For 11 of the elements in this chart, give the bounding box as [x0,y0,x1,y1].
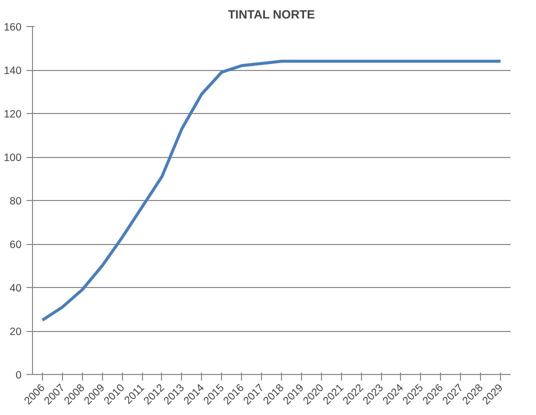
y-tick-label: 60 [10,239,22,251]
y-tick-label: 80 [10,196,22,208]
line-series [40,60,502,322]
y-tick-label: 0 [16,370,22,382]
y-tick-label: 100 [4,152,22,164]
y-tick-label: 140 [4,65,22,77]
y-tick-label: 20 [10,326,22,338]
chart-title: TINTAL NORTE [228,8,315,22]
y-tick-label: 160 [4,22,22,34]
y-tick-label: 120 [4,108,22,120]
y-tick-label: 40 [10,282,22,294]
